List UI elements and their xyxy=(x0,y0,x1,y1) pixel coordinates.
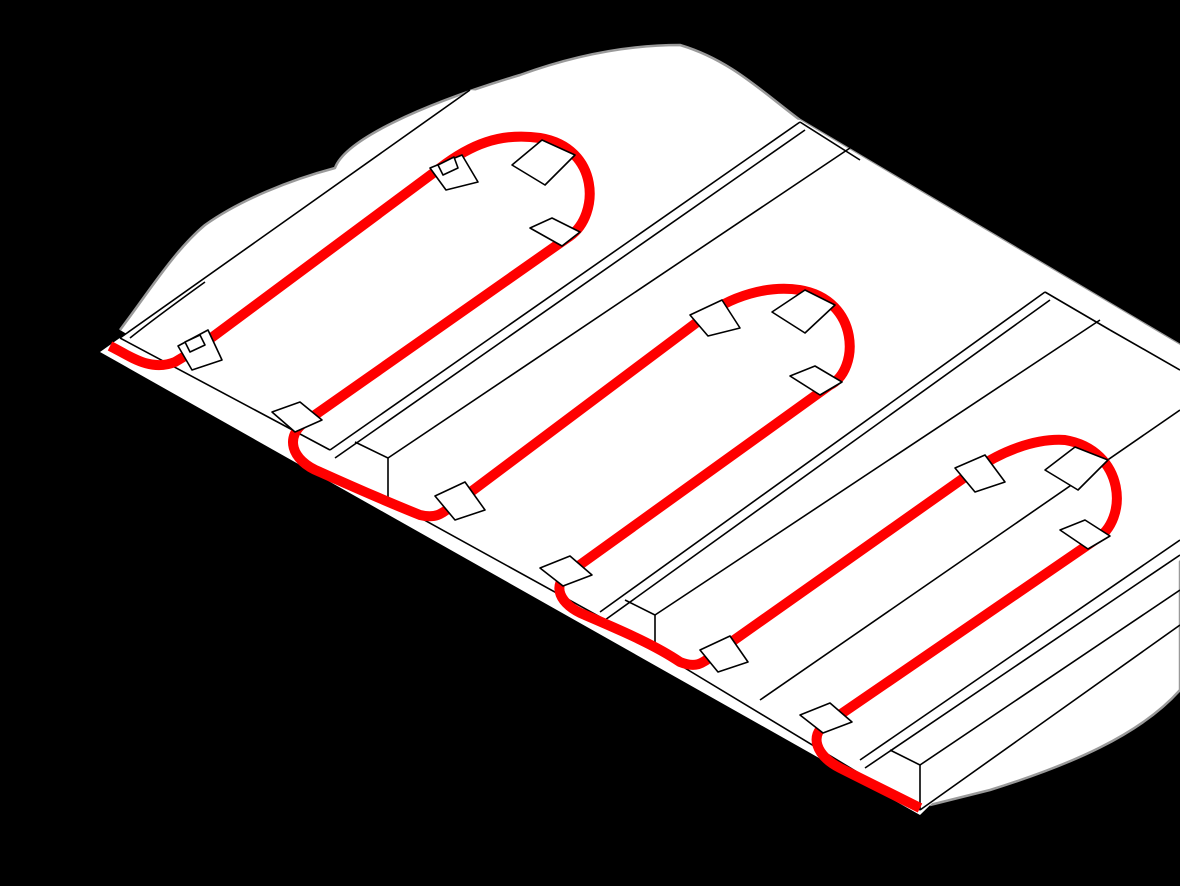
cable-clip xyxy=(789,365,843,396)
cable-clip xyxy=(539,555,593,587)
clip-group-loop-1 xyxy=(177,139,581,433)
cable-clip xyxy=(434,481,486,521)
cable-clip xyxy=(799,702,853,734)
cable-clip xyxy=(529,217,581,247)
cable-clip xyxy=(177,329,223,371)
clip-group-loop-2 xyxy=(434,289,843,587)
cable-clip xyxy=(771,289,836,334)
cable-clip xyxy=(699,635,749,673)
heating-cable xyxy=(107,131,1122,813)
cable-clip xyxy=(429,154,479,191)
panel-deck xyxy=(100,90,1180,815)
cable-clip xyxy=(689,299,741,337)
cable-clip xyxy=(511,139,576,186)
cable-clip xyxy=(1059,519,1111,550)
cable-clip xyxy=(271,401,323,433)
cable-clip xyxy=(1044,446,1109,491)
panel-1 xyxy=(119,89,851,500)
clip-group-loop-3 xyxy=(699,446,1111,734)
cable-clip xyxy=(954,454,1006,493)
panel-3 xyxy=(654,291,1180,811)
